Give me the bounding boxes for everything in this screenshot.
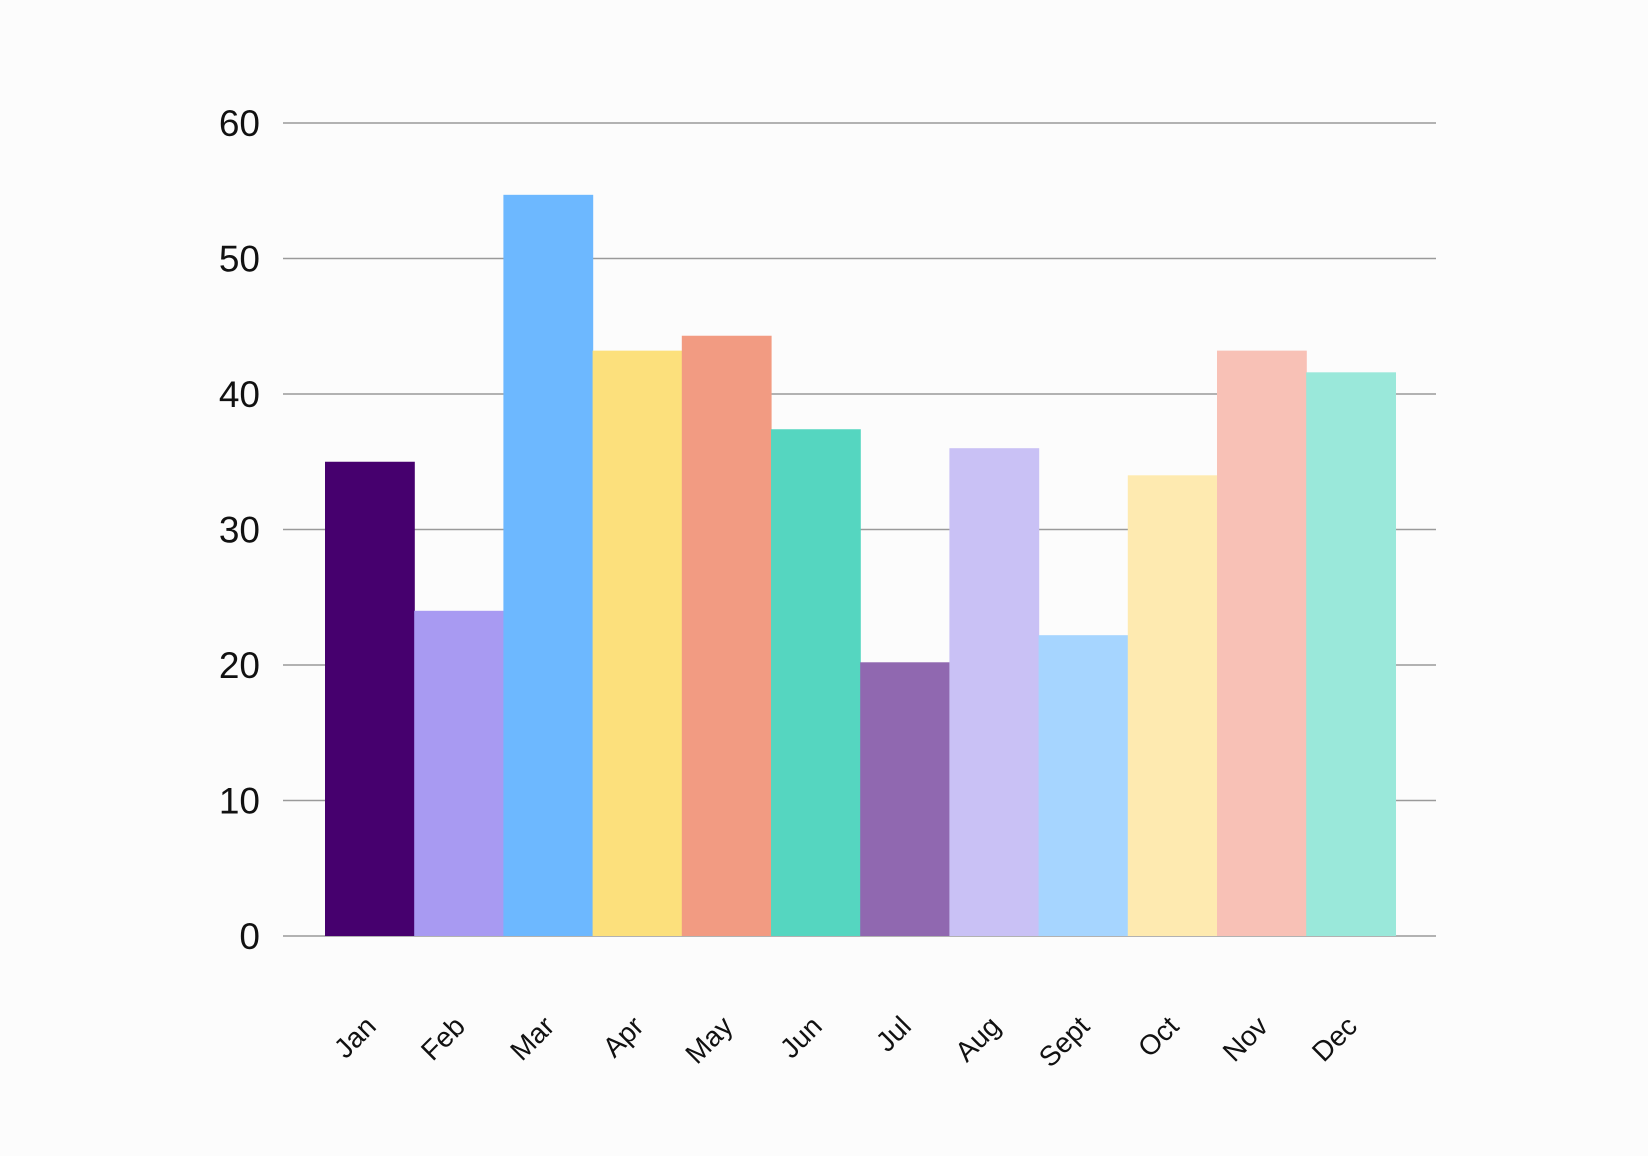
x-tick-label: Jun [774,1010,828,1064]
y-tick-label: 30 [219,510,260,551]
x-axis-tick-labels: Jan Feb Mar Apr May Jun Jul Aug Sept Oct Nov Dec [328,1010,1363,1073]
x-tick-label: Oct [1132,1010,1185,1063]
bar-may [681,335,772,936]
bar-jan [325,461,415,936]
bar-sept [1038,635,1129,936]
x-tick-label: Jul [870,1010,917,1057]
y-tick-label: 40 [219,374,260,415]
bar-jul [860,662,950,936]
x-tick-label: Apr [597,1010,650,1063]
x-tick-label: Aug [949,1010,1006,1067]
bar-aug [949,448,1040,936]
y-tick-label: 10 [219,781,260,822]
x-tick-label: Nov [1217,1010,1274,1067]
y-tick-label: 50 [219,239,260,280]
bar-nov [1217,350,1307,936]
y-tick-label: 0 [239,916,260,957]
y-tick-label: 20 [219,645,260,686]
y-axis-tick-labels: 0 10 20 30 40 50 60 [219,103,260,957]
bar-oct [1127,475,1218,936]
bar-feb [414,610,504,936]
bars [325,194,1396,936]
y-tick-label: 60 [219,103,260,144]
x-tick-label: Sept [1033,1010,1096,1073]
bar-jun [771,429,861,936]
x-tick-label: Jan [328,1010,382,1064]
x-tick-label: Mar [504,1010,560,1066]
x-tick-label: May [679,1010,738,1069]
x-tick-label: Dec [1306,1010,1363,1067]
bar-apr [592,350,683,936]
bar-mar [503,194,594,936]
x-tick-label: Feb [415,1010,471,1066]
bar-dec [1306,372,1396,936]
